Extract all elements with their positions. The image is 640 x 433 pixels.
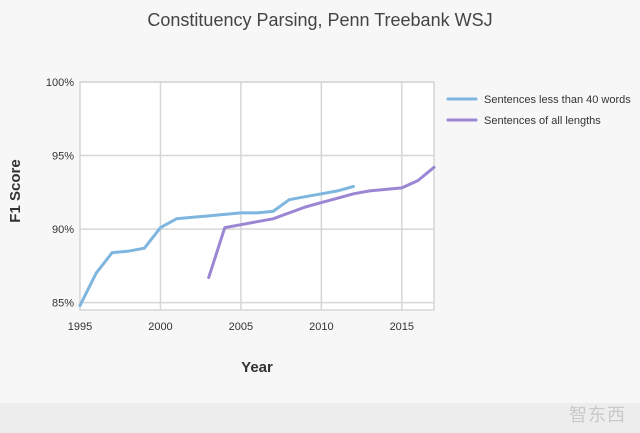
x-tick-label: 2000 (148, 321, 172, 333)
y-axis-label: F1 Score (7, 159, 24, 222)
series-lines (78, 165, 436, 308)
footer-band (0, 403, 640, 433)
legend-label: Sentences less than 40 words (484, 94, 631, 106)
chart-title: Constituency Parsing, Penn Treebank WSJ (147, 10, 493, 30)
legend: Sentences less than 40 words Sentences of… (446, 94, 631, 127)
tick-labels: 1995 2000 2005 2010 2015 85% 90% 95% 100% (46, 77, 414, 333)
grid-lines (79, 81, 435, 311)
y-tick-label: 95% (52, 151, 74, 163)
watermark-logo: 智东西 (569, 405, 626, 425)
series-line-1 (78, 184, 355, 308)
x-tick-label: 2015 (390, 321, 414, 333)
y-tick-label: 100% (46, 77, 74, 89)
x-axis-label: Year (241, 359, 273, 376)
x-tick-label: 2005 (229, 321, 253, 333)
legend-label: Sentences of all lengths (484, 115, 601, 127)
plot-area (79, 81, 435, 311)
x-tick-label: 1995 (68, 321, 92, 333)
series-line-2 (207, 165, 436, 280)
y-tick-label: 90% (52, 224, 74, 236)
y-tick-label: 85% (52, 298, 74, 310)
x-tick-label: 2010 (309, 321, 333, 333)
